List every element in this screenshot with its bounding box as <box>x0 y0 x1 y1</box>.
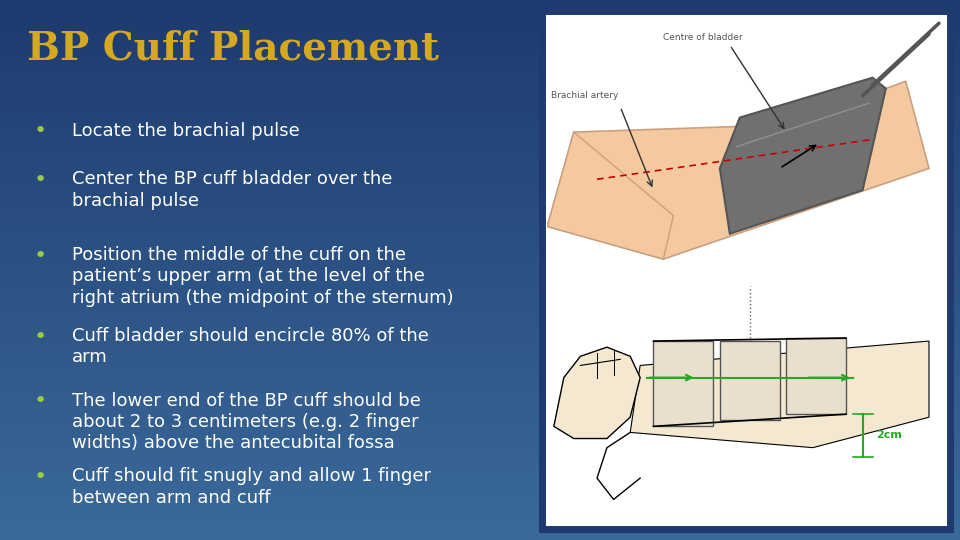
FancyBboxPatch shape <box>542 11 950 529</box>
Text: •: • <box>34 467 47 487</box>
Text: •: • <box>34 122 47 141</box>
Bar <box>786 338 846 414</box>
Text: The lower end of the BP cuff should be
about 2 to 3 centimeters (e.g. 2 finger
w: The lower end of the BP cuff should be a… <box>72 392 420 453</box>
Polygon shape <box>630 341 929 448</box>
Text: Position the middle of the cuff on the
patient’s upper arm (at the level of the
: Position the middle of the cuff on the p… <box>72 246 454 307</box>
Bar <box>720 341 780 420</box>
Text: •: • <box>34 246 47 266</box>
Text: Brachial artery: Brachial artery <box>550 91 618 100</box>
Text: Centre of bladder: Centre of bladder <box>663 33 743 42</box>
Text: •: • <box>34 392 47 411</box>
Text: •: • <box>34 170 47 190</box>
Polygon shape <box>554 347 640 438</box>
Text: •: • <box>34 327 47 347</box>
Text: BP Cuff Placement: BP Cuff Placement <box>27 30 439 68</box>
Polygon shape <box>720 78 886 234</box>
Text: 2cm: 2cm <box>876 430 901 441</box>
Bar <box>654 341 713 427</box>
Text: Cuff bladder should encircle 80% of the
arm: Cuff bladder should encircle 80% of the … <box>72 327 429 366</box>
Text: Center the BP cuff bladder over the
brachial pulse: Center the BP cuff bladder over the brac… <box>72 170 393 210</box>
Polygon shape <box>547 82 929 259</box>
Polygon shape <box>547 132 673 259</box>
Text: Cuff should fit snugly and allow 1 finger
between arm and cuff: Cuff should fit snugly and allow 1 finge… <box>72 467 431 507</box>
Text: Locate the brachial pulse: Locate the brachial pulse <box>72 122 300 139</box>
